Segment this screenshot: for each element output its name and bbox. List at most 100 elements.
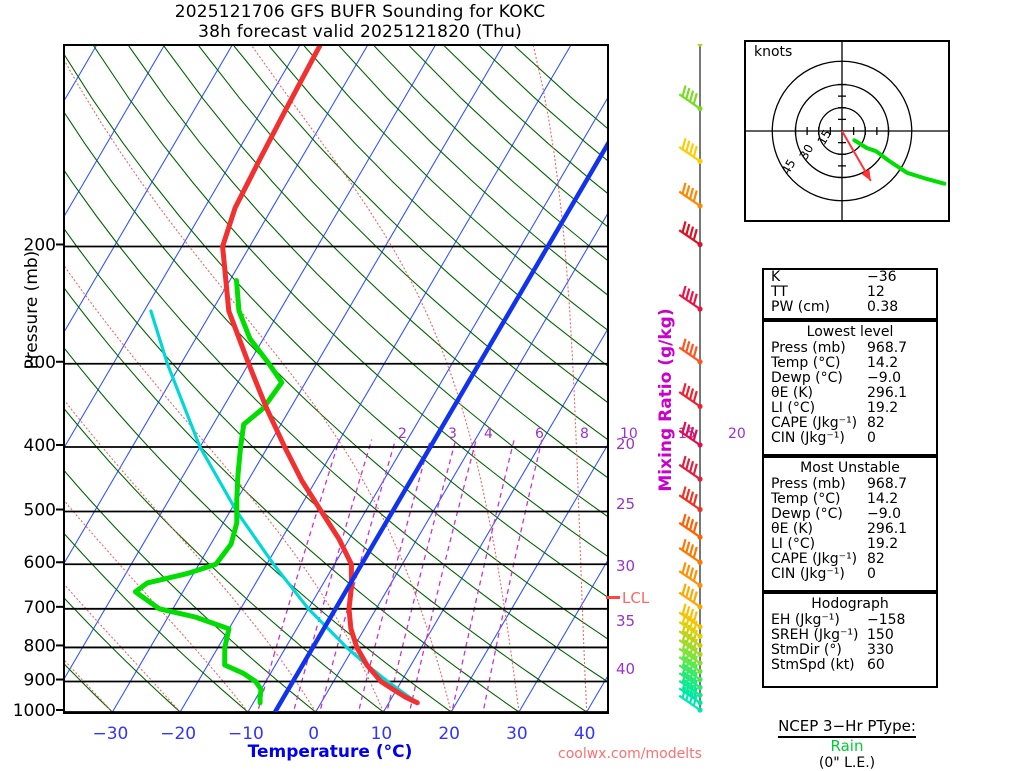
most-unstable-row: LI (°C) 19.2 (764, 537, 936, 552)
credit-text: coolwx.com/modelts (558, 746, 702, 762)
wind-barb (678, 671, 703, 698)
svg-text:800: 800 (24, 636, 56, 656)
hodograph-stats-header: Hodograph (811, 596, 889, 612)
svg-text:700: 700 (24, 598, 56, 618)
temperature-tick-10: 10 (370, 724, 393, 744)
lowest-level-value: 19.2 (867, 400, 899, 416)
stability-indices-panel: K −36 TT 12 PW (cm) 0.38 (762, 268, 938, 320)
hodograph-stat-key: EH (Jkg⁻¹) (771, 612, 840, 628)
mixing-ratio-tick-8: 8 (580, 426, 589, 442)
right-tick-25: 25 (616, 495, 636, 513)
hodograph-stat-row: StmSpd (kt) 60 (764, 658, 936, 673)
wind-barb (678, 513, 703, 540)
ptype-header: NCEP 3−Hr PType: (778, 717, 916, 738)
temperature-tick-30: 30 (506, 724, 528, 744)
svg-text:400: 400 (24, 436, 56, 456)
wind-barb (678, 538, 703, 565)
mixing-ratio-tick-2: 2 (398, 426, 407, 442)
svg-text:1000: 1000 (13, 701, 56, 721)
right-tick-40: 40 (616, 660, 636, 678)
index-key: PW (cm) (771, 299, 830, 315)
svg-text:45: 45 (779, 157, 799, 177)
hodograph-stat-row: EH (Jkg⁻¹) −158 (764, 613, 936, 628)
lowest-level-value: 0 (867, 430, 876, 446)
pressure-axis-labels: 200 300 400 500 600 700 800 900 1000 (13, 235, 63, 721)
ptype-panel: NCEP 3−Hr PType: Rain (0" L.E.) (744, 716, 950, 771)
wind-barb (678, 656, 703, 683)
wind-barb (678, 455, 703, 482)
wind-barb (678, 562, 703, 589)
lowest-level-value: 296.1 (867, 385, 908, 401)
lowest-level-key: LI (°C) (771, 400, 816, 416)
hodograph-stat-value: 150 (867, 627, 894, 643)
wind-barb (678, 137, 703, 164)
svg-text:600: 600 (24, 553, 56, 573)
wind-barb-column[interactable] (660, 44, 740, 714)
svg-text:200: 200 (24, 235, 56, 255)
most-unstable-key: LI (°C) (771, 536, 816, 552)
lowest-level-value: 14.2 (867, 355, 899, 371)
wind-barb (678, 383, 703, 409)
most-unstable-row: Temp (°C) 14.2 (764, 492, 936, 507)
right-axis-tick-labels: 20 25 30 35 40 (612, 44, 672, 714)
svg-text:15: 15 (815, 127, 835, 147)
lowest-level-rows: Press (mb) 968.7 Temp (°C) 14.2 Dewp (°C) −9.… (764, 341, 936, 446)
svg-text:500: 500 (24, 501, 56, 521)
wind-barb (678, 648, 703, 674)
mixing-ratio-tick-20: 20 (728, 426, 746, 442)
most-unstable-key: Temp (°C) (771, 491, 841, 507)
index-row: K −36 (764, 270, 936, 285)
hodograph-stats-rows: EH (Jkg⁻¹) −158 SREH (Jkg⁻¹) 150 StmDir (°) 3… (764, 613, 936, 673)
most-unstable-value: 14.2 (867, 491, 899, 507)
right-tick-30: 30 (616, 557, 636, 575)
lowest-level-key: θE (K) (771, 385, 813, 401)
mixing-ratio-tick-10: 10 (620, 426, 638, 442)
svg-text:30: 30 (797, 142, 817, 162)
lowest-level-key: Press (mb) (771, 340, 846, 356)
mixing-ratio-tick-labels: 23468101520 (380, 426, 746, 446)
wind-barb (697, 44, 703, 47)
lowest-level-value: 82 (867, 415, 885, 431)
most-unstable-key: CAPE (Jkg⁻¹) (771, 551, 858, 567)
wind-barb (678, 664, 703, 691)
hodograph-panel[interactable]: knots 15 30 45 (744, 40, 950, 222)
most-unstable-row: Press (mb) 968.7 (764, 477, 936, 492)
most-unstable-value: 296.1 (867, 521, 908, 537)
index-key: TT (771, 284, 788, 300)
lowest-level-header: Lowest level (806, 324, 894, 340)
wind-barb (678, 285, 703, 312)
index-key: K (771, 269, 781, 285)
lowest-level-row: θE (K) 296.1 (764, 386, 936, 401)
wind-barb (678, 421, 703, 448)
temperature-tick--20: −20 (160, 724, 197, 744)
right-tick-35: 35 (616, 612, 636, 630)
hodograph-stat-value: −158 (867, 612, 906, 628)
lowest-level-key: Dewp (°C) (771, 370, 843, 386)
most-unstable-key: θE (K) (771, 521, 813, 537)
lowest-level-row: CAPE (Jkg⁻¹) 82 (764, 416, 936, 431)
temperature-axis-labels: −30 −20 −10 0 10 20 30 40 (0, 724, 700, 750)
lcl-label: LCL (622, 589, 650, 607)
title-line-2: 38h forecast valid 2025121820 (Thu) (198, 22, 522, 42)
page-title: 2025121706 GFS BUFR Sounding for KOKC 38… (0, 2, 720, 42)
wind-barb (678, 603, 703, 630)
most-unstable-key: Press (mb) (771, 476, 846, 492)
most-unstable-key: CIN (Jkg⁻¹) (771, 566, 845, 582)
wind-barb (678, 622, 703, 649)
wind-barb (678, 631, 703, 657)
lowest-level-row: CIN (Jkg⁻¹) 0 (764, 431, 936, 446)
hodograph-stat-row: SREH (Jkg⁻¹) 150 (764, 628, 936, 643)
most-unstable-value: 0 (867, 566, 876, 582)
index-row: PW (cm) 0.38 (764, 300, 936, 315)
skewt-plot-area[interactable] (63, 44, 609, 714)
most-unstable-panel: Most Unstable Press (mb) 968.7 Temp (°C) 14… (762, 456, 938, 592)
temperature-tick--10: −10 (227, 724, 264, 744)
temperature-tick-40: 40 (573, 724, 596, 744)
most-unstable-row: θE (K) 296.1 (764, 522, 936, 537)
most-unstable-row: CAPE (Jkg⁻¹) 82 (764, 552, 936, 567)
stability-indices-rows: K −36 TT 12 PW (cm) 0.38 (764, 270, 936, 315)
svg-text:300: 300 (24, 353, 56, 373)
right-tick-20: 20 (616, 435, 636, 453)
temperature-tick--30: −30 (92, 724, 129, 744)
